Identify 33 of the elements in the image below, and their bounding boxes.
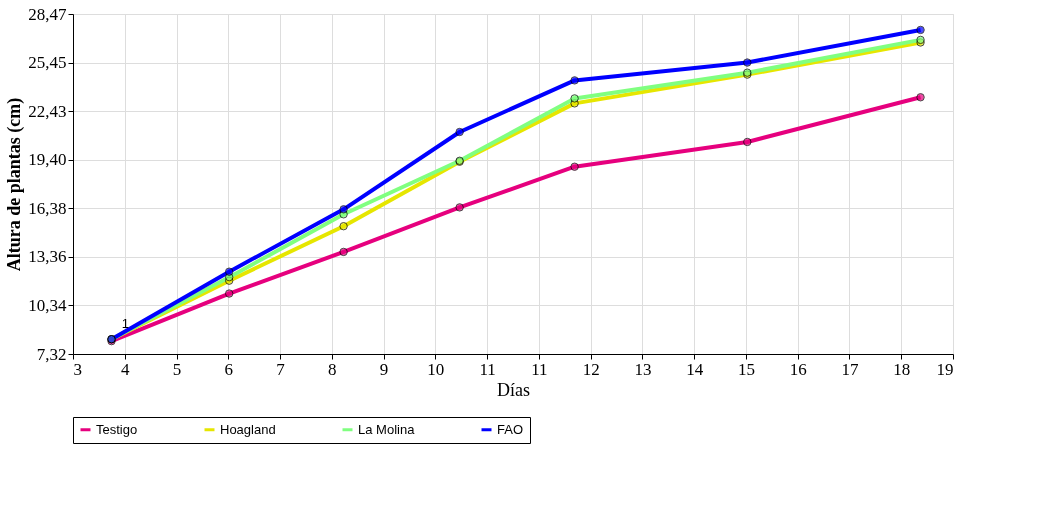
y-tick-label: 16,38 <box>28 198 67 218</box>
x-tick-label: 12 <box>582 359 600 379</box>
x-tick-label: 16 <box>789 359 807 379</box>
x-tick-label: 19 <box>936 359 954 379</box>
y-tick-label: 10,34 <box>28 295 67 315</box>
x-tick-label: 7 <box>276 359 286 379</box>
x-tick-label: 14 <box>686 359 704 379</box>
x-tick-label: 5 <box>172 359 182 379</box>
x-tick-label: 3 <box>73 359 82 379</box>
x-axis-title: Días <box>497 379 530 400</box>
x-tick-label: 6 <box>224 359 234 379</box>
y-tick-label: 28,47 <box>28 4 67 24</box>
y-tick-label: 25,45 <box>28 53 67 73</box>
y-tick-label: 13,36 <box>28 247 67 267</box>
legend-label: La Molina <box>358 421 416 437</box>
y-tick-label: 19,40 <box>28 150 67 170</box>
x-tick-label: 8 <box>328 359 337 379</box>
legend-label: Testigo <box>96 421 138 437</box>
legend-label: Hoagland <box>220 421 276 437</box>
y-tick-label: 7,32 <box>36 344 67 364</box>
y-tick-label: 22,43 <box>28 101 67 121</box>
annotation: 1 <box>121 315 129 331</box>
x-tick-label: 11 <box>531 359 548 379</box>
x-tick-label: 4 <box>121 359 131 379</box>
x-tick-label: 9 <box>379 359 389 379</box>
y-axis-title: Altura de plantas (cm) <box>4 97 26 272</box>
x-tick-label: 13 <box>634 359 652 379</box>
x-tick-label: 18 <box>893 359 911 379</box>
x-tick-label: 15 <box>737 359 755 379</box>
x-tick-label: 11 <box>479 359 496 379</box>
x-tick-label: 10 <box>427 359 445 379</box>
legend-label: FAO <box>497 421 524 437</box>
x-tick-label: 17 <box>841 359 859 379</box>
